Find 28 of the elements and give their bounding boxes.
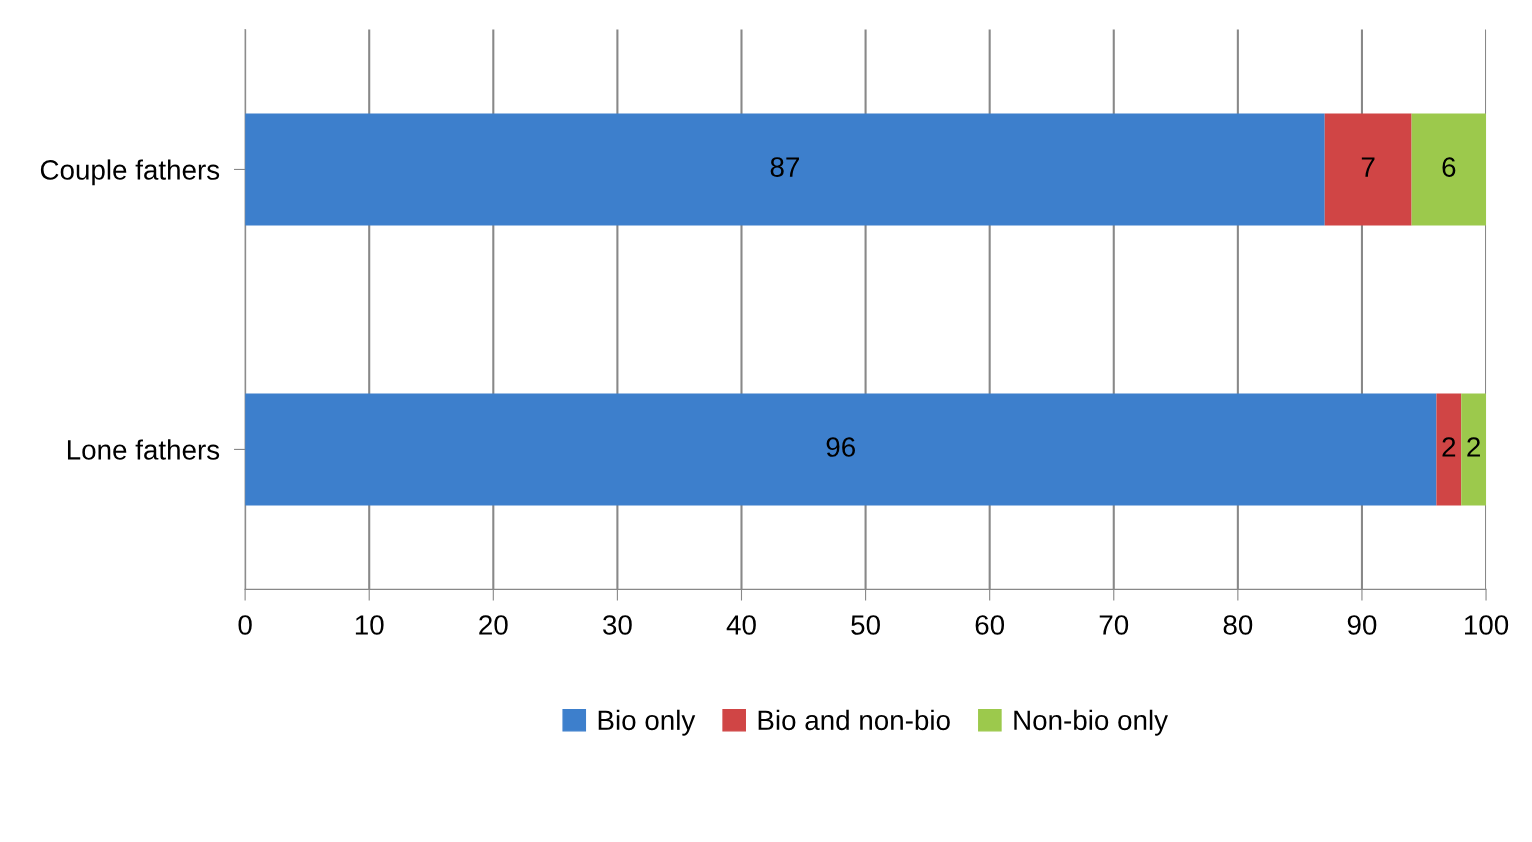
y-tick-label: Lone fathers	[67, 439, 220, 460]
x-tick-label: 100	[1464, 615, 1509, 635]
y-tick-label: Couple fathers	[40, 159, 220, 186]
data-label: 7	[1361, 157, 1375, 177]
data-label: 87	[770, 157, 799, 177]
bar	[1411, 113, 1487, 226]
x-tick-label: 40	[726, 615, 756, 635]
data-label: 96	[826, 437, 855, 457]
data-label: 2	[1442, 437, 1456, 457]
x-tick-label: 80	[1223, 615, 1253, 635]
bar	[1324, 113, 1412, 226]
x-tick-label: 20	[479, 615, 508, 635]
x-tick-label: 90	[1347, 615, 1377, 635]
bar	[245, 393, 1437, 506]
bar	[1436, 393, 1462, 506]
x-tick-label: 60	[975, 615, 1005, 635]
bar	[245, 113, 1325, 226]
legend-label: Bio and non-bio	[758, 709, 950, 731]
legend-label: Bio only	[598, 709, 696, 736]
bar	[1461, 393, 1487, 506]
x-tick-label: 0	[238, 615, 252, 635]
x-tick-label: 30	[603, 615, 632, 635]
data-label: 6	[1442, 157, 1456, 177]
legend-label: Non-bio only	[1014, 709, 1168, 736]
x-tick-label: 70	[1099, 615, 1129, 635]
x-tick-label: 10	[355, 615, 384, 635]
data-label: 2	[1467, 437, 1480, 457]
x-tick-label: 50	[851, 615, 880, 635]
